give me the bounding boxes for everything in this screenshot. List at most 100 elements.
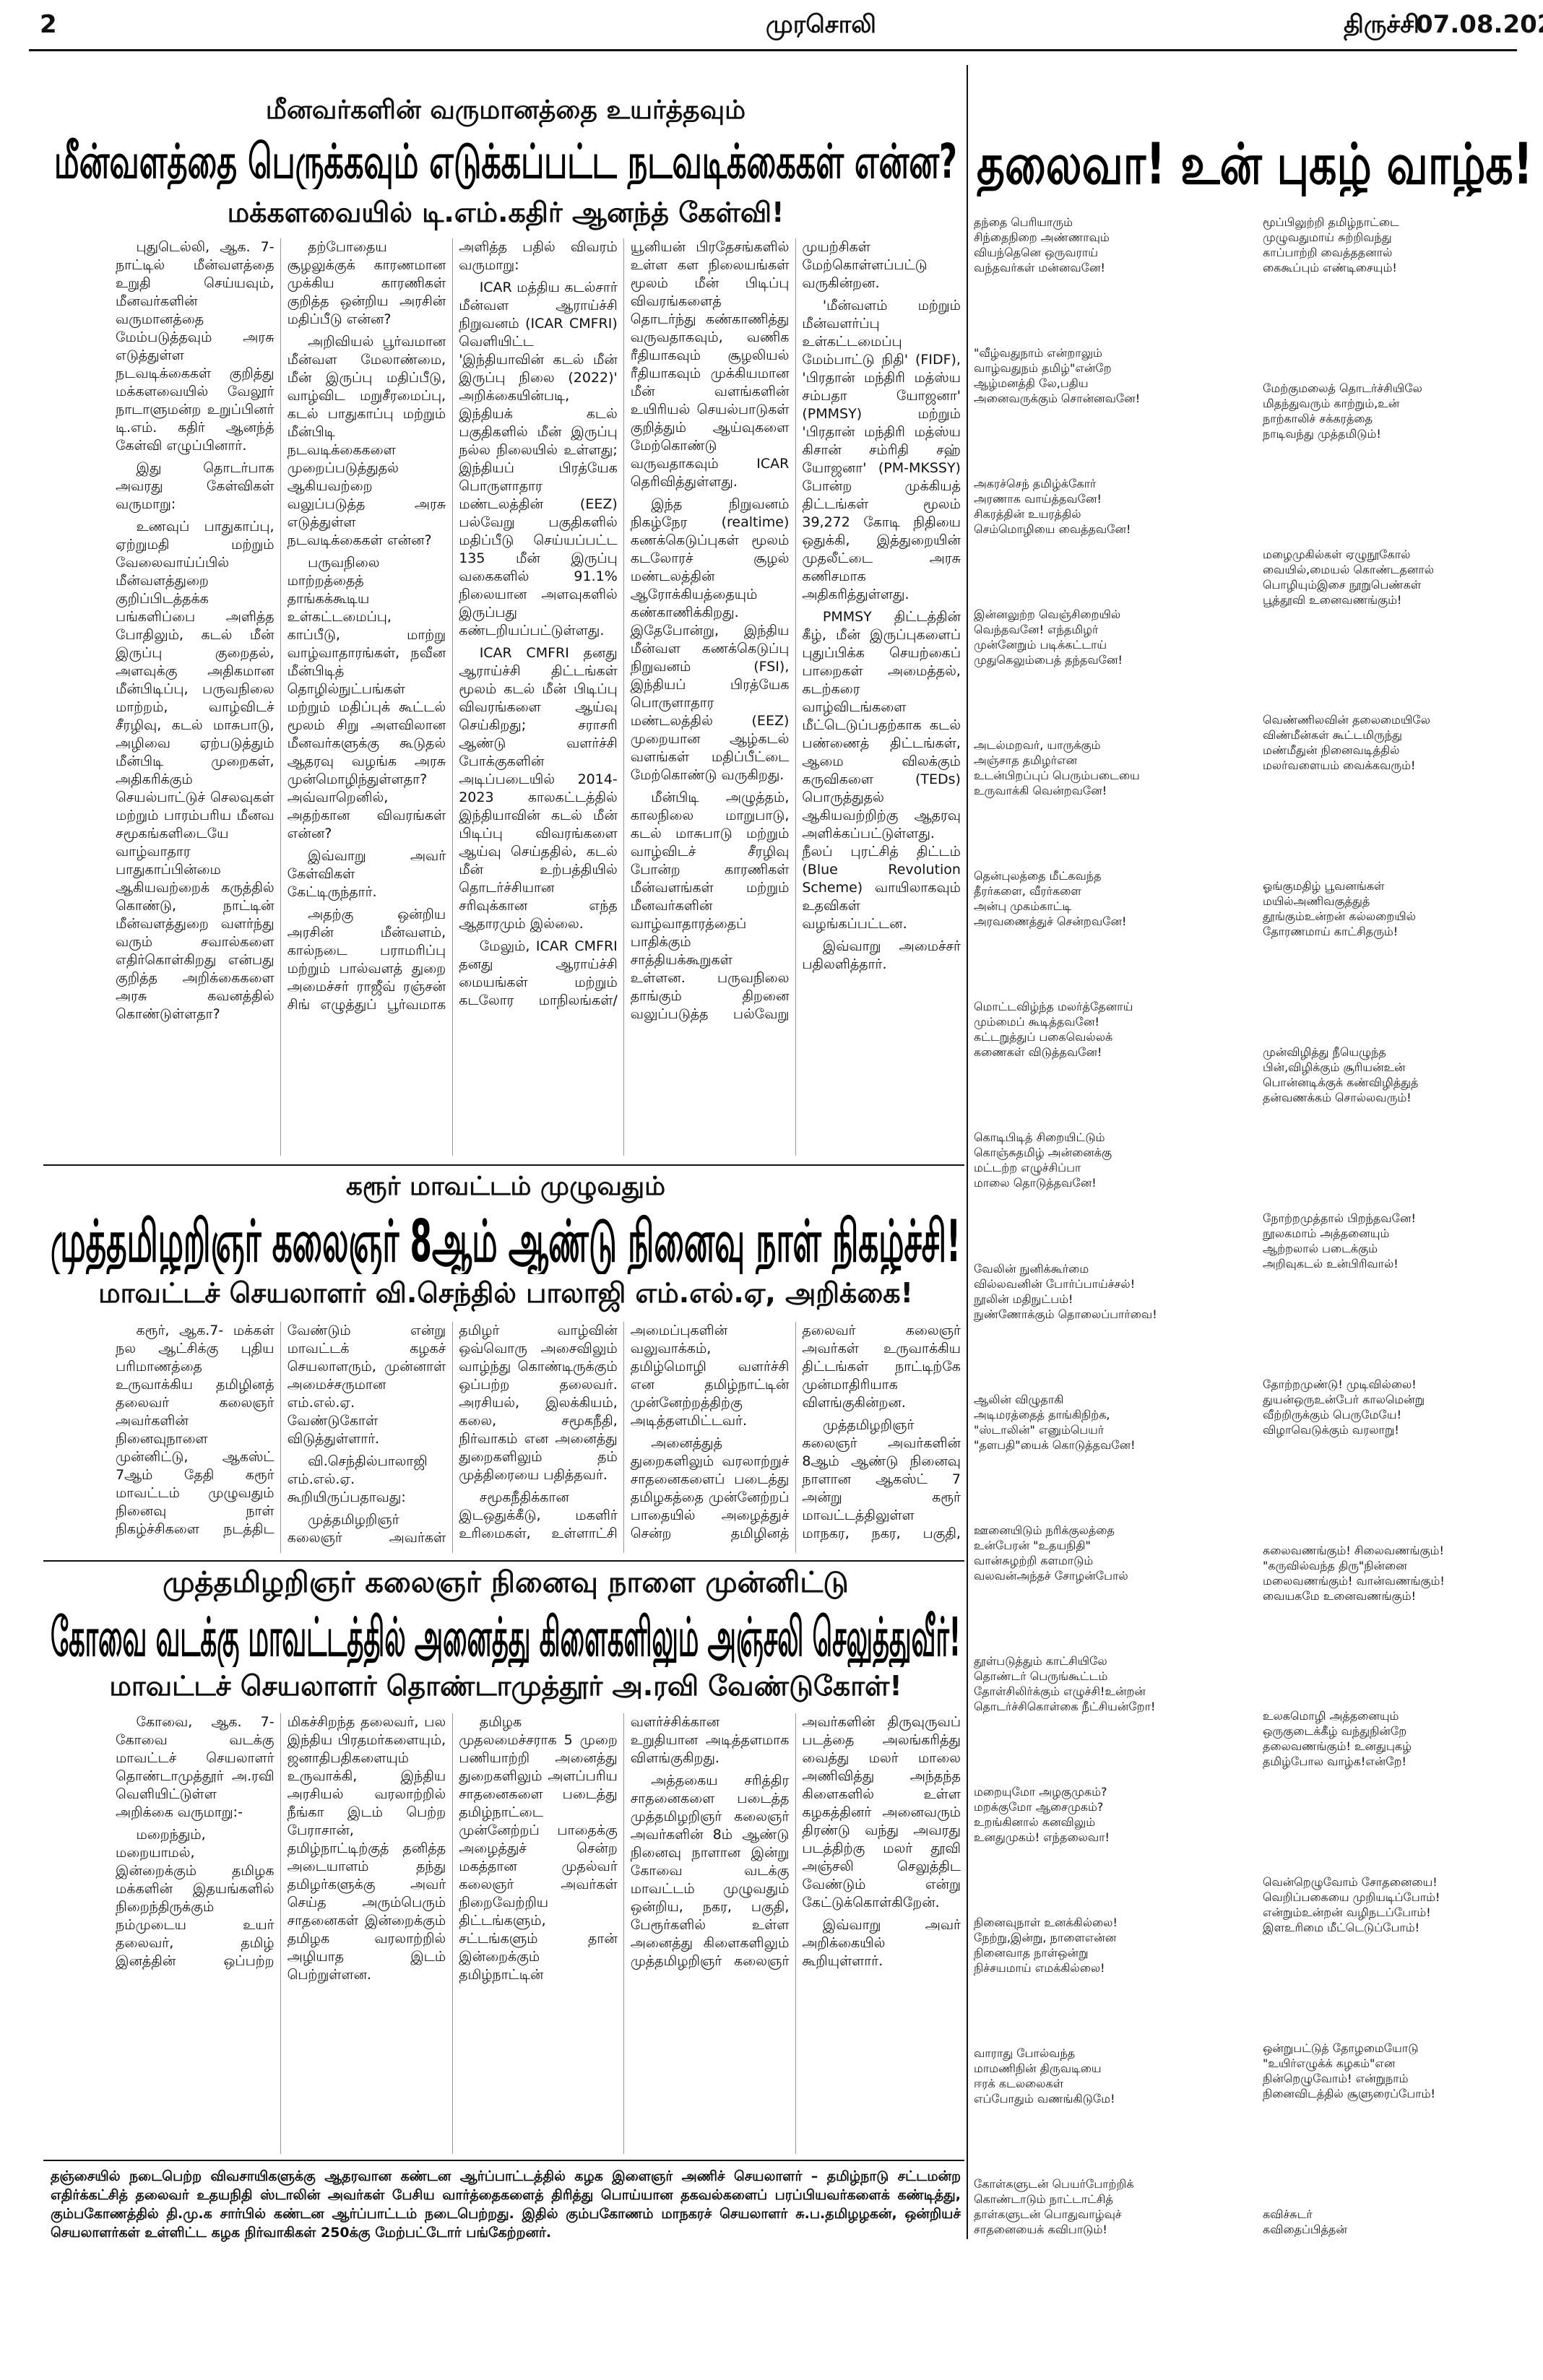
poem-line: கொண்டாடும் நாட்டாட்சித் [974, 2191, 1113, 2206]
poem-line: இன்னலுற்ற வெஞ்சிறையில் [974, 607, 1121, 622]
subhead: மாவட்டச் செயலாளர் வி.செந்தில் பாலாஜி எம்… [98, 1277, 913, 1309]
article-body: கரூர், ஆக.7- மக்கள் நல ஆட்சிக்கு புதிய ப… [116, 1322, 961, 1553]
poem-line: எப்போதும் வணங்கிடுமே! [974, 2091, 1115, 2106]
stanza: முன்விழித்து நீயெழுந்த பின்,விழிக்கும் சூ… [1263, 1045, 1541, 1106]
article-body: புதுடெல்லி, ஆக. 7- நாட்டில் மீன்வளத்தை உ… [116, 238, 961, 1156]
poem-line: தொடர்ச்சிகொள்கை நீட்சியன்றோ! [974, 1699, 1156, 1713]
poem-line: ஆழ்மனத்தி லே,பதிய [974, 376, 1089, 391]
paragraph: இந்த நிறுவனம் நிகழ்நேர (realtime) கணக்கெ… [630, 496, 790, 783]
paragraph: சமூகநீதிக்கான இடஒதுக்கீடு, மகளிர் உரிமைக… [459, 1323, 790, 1541]
author-line: கவிச்சுடர் [1263, 2207, 1313, 2221]
headline: மீன்வளத்தை பெருக்கவும் எடுக்கப்பட்ட நடவட… [54, 134, 957, 189]
poem-line: வாழ்வதுநம் தமிழ்"என்றே [974, 361, 1112, 376]
stanza: மறையுமோ அழகுமுகம்? மறக்குமோ ஆசைமுகம்? உறங்… [974, 1785, 1252, 1845]
poem-line: கோள்களுடன் பெயர்போற்றிக் [974, 2176, 1134, 2191]
paragraph: முத்தமிழறிஞர் கலைஞர் அவர்கள் தமிழர் வாழ்… [287, 1323, 618, 1546]
stanza: அடல்மறவர், யாருக்கும் அஞ்சாத தமிழர்என உடன்… [974, 738, 1252, 799]
paragraph: முத்தமிழறிஞர் கலைஞர் அவர்களின் 8ஆம் ஆண்ட… [802, 1417, 961, 1541]
kicker: முத்தமிழறிஞர் கலைஞர் நினைவு நாளை முன்னிட… [163, 1566, 849, 1599]
poem-line: நினைவுநாள் உனக்கில்லை! [974, 1915, 1118, 1929]
poem-line: மும்மைப் கூடித்தவனே! [974, 1015, 1099, 1029]
poem-line: உனதுமுகம்! எந்தலைவா! [974, 1830, 1110, 1844]
poem-line: அகரச்செந் தமிழ்க்கோர் [974, 477, 1097, 491]
paragraph: ICAR மத்திய கடல்சார் மீன்வள ஆராய்ச்சி நி… [459, 280, 618, 639]
poem-line: துயன்ஒருஉன்பேர் காலமென்று [1263, 1392, 1425, 1406]
poem-line: சாதனையைக் கவிபாடும்! [974, 2222, 1107, 2236]
stanza: தூள்படுத்தும் காட்சியிலே தொண்டர் பெருங்கூ… [974, 1654, 1252, 1715]
paragraph: ICAR CMFRI தனது ஆராய்ச்சி திட்டங்கள் மூல… [459, 645, 618, 932]
article-body: கோவை, ஆக. 7- கோவை வடக்கு மாவட்டச் செயலாள… [116, 1713, 961, 2154]
stanza: தோற்றமுண்டு! முடிவில்லை! துயன்ஒருஉன்பேர் … [1263, 1377, 1541, 1438]
section-rule [43, 1164, 964, 1166]
poem-line: கொடிபிடித் சிறையிட்டும் [974, 1130, 1105, 1145]
paragraph: தமிழக முதலமைச்சராக 5 முறை பணியாற்றி அனைத… [459, 1714, 790, 1983]
poem-line: கலைவணங்கும்! சிலைவணங்கும்! [1263, 1543, 1444, 1557]
subhead: மாவட்டச் செயலாளர் தொண்டாமுத்தூர் அ.ரவி வ… [109, 1670, 902, 1702]
paper-name: முரசொலி [766, 10, 876, 39]
poem-line: முதுகெலும்பைத் தந்தவனே! [974, 653, 1123, 667]
poem-line: மிதந்துவரும் காற்றும்,உன் [1263, 396, 1400, 410]
paragraph: உணவுப் பாதுகாப்பு, ஏற்றுமதி மற்றும் வேலை… [116, 519, 275, 1022]
poem-line: நின்றெழுவோம்! என்றுநாம் [1263, 2072, 1409, 2086]
stanza: மொட்டவிழ்ந்த மலர்த்தேனாய் மும்மைப் கூடித்… [974, 1000, 1252, 1060]
poem-line: அடிமரத்தைத் தாங்கிநிற்க, [974, 1407, 1110, 1421]
poem-line: நிச்சயமாய் எமக்கில்லை! [974, 1960, 1105, 1975]
poem-line: மாலை தொடுத்தவனே! [974, 1176, 1097, 1190]
poem-line: மூப்பிலுற்றி தமிழ்நாட்டை [1263, 215, 1399, 229]
poem-line: வெண்ணிலவின் தலைமையிலே [1263, 713, 1430, 727]
poem-line: வலவன்அந்தச் சோழன்போல் [974, 1568, 1128, 1583]
headline-text: கோவை வடக்கு மாவட்டத்தில் அனைத்து கிளைகளி… [51, 1606, 961, 1667]
paragraph: மேலும், ICAR CMFRI தனது ஆராய்ச்சி மையங்க… [459, 239, 790, 1008]
photo-caption: தஞ்சையில் நடைபெற்ற விவசாயிகளுக்கு ஆதரவான… [51, 2168, 961, 2241]
stanza: மழைமுகில்கள் ஏழுநூகோல் வையில்,மையல் கொண்ட… [1263, 548, 1541, 608]
stanza: அகரச்செந் தமிழ்க்கோர் அரணாக வாய்த்தவனே! சி… [974, 477, 1252, 537]
poem-line: ஆற்றலால் படைக்கும் [1263, 1241, 1378, 1255]
poem-line: அரவணைத்துச் சென்றவனே! [974, 914, 1127, 929]
stanza: தந்தை பெரியாரும் சிந்தைநிறை அண்ணாவும் வியந… [974, 215, 1252, 276]
poem-line: உன்பேரன் "உதயநிதி" [974, 1538, 1091, 1552]
poem-line: மலைவணங்கும்! வான்வணங்கும்! [1263, 1573, 1445, 1588]
poem-line: ஒன்றுபட்டுத் தோழமையோடு [1263, 2041, 1419, 2056]
stanza: "வீழ்வதுநாம் என்றாலும் வாழ்வதுநம் தமிழ்"எ… [974, 346, 1252, 407]
poem-line: உறங்கினால் கனவிலும் [974, 1814, 1096, 1829]
poem-line: "தளபதி"யைக் கொடுத்தவனே! [974, 1437, 1136, 1452]
poem-line: மேற்குமலைத் தொடர்ச்சியிலே [1263, 381, 1422, 395]
stanza: வெண்ணிலவின் தலைமையிலே விண்மீன்கள் கூட்டமி… [1263, 713, 1541, 774]
poem-line: மறையுமோ அழகுமுகம்? [974, 1784, 1107, 1799]
poem-line: காப்பாற்றி வைத்ததனால் [1263, 246, 1393, 259]
kicker: கரூர் மாவட்டம் முழுவதும் [345, 1172, 666, 1201]
poem-line: தலைவணங்கும்! உனதுபுகழ் [1263, 1739, 1412, 1754]
paragraph: அத்தகைய சரித்திர சாதனைகளை படைத்த முத்தமி… [630, 1714, 961, 1969]
poem-line: மலர்வளையம் வைக்கவரும்! [1263, 758, 1416, 773]
paragraph: பருவநிலை மாற்றத்தைத் தாங்கக்கூடிய உள்கட்… [287, 555, 446, 841]
poem-line: தோரணமாய் காட்சிதரும்! [1263, 925, 1399, 939]
paragraph: PMMSY திட்டத்தின் கீழ், மீன் இருப்புகளைப… [802, 609, 961, 932]
paragraph: வி.செந்தில்பாலாஜி எம்.எல்.ஏ. கூறியிருப்ப… [287, 1453, 428, 1505]
poem-line: பின்,விழிக்கும் சூரியன்உன் [1263, 1060, 1406, 1075]
poem-line: வேலின் நுனிக்கூர்மை [974, 1261, 1089, 1276]
stanza: வாராது போல்வந்த மாமணிநின் திருவடியை ஈரக் க… [974, 2046, 1252, 2107]
paragraph: கரூர், ஆக.7- மக்கள் நல ஆட்சிக்கு புதிய ப… [116, 1323, 446, 1537]
poem-line: நூலகமாம் அத்தனையும் [1263, 1226, 1390, 1240]
page-number: 2 [40, 10, 57, 39]
poem-line: வான்சுழற்றி களமாடும் [974, 1553, 1094, 1567]
stanza: கலைவணங்கும்! சிலைவணங்கும்! "கருவில்வந்த த… [1263, 1544, 1541, 1604]
poem-line: நோற்றமுத்தால் பிறந்தவனே! [1263, 1211, 1416, 1225]
poem-line: முன்விழித்து நீயெழுந்த [1263, 1045, 1386, 1060]
stanza: ஊனையிடும் நரிக்குலத்தை உன்பேரன் "உதயநிதி"… [974, 1523, 1252, 1584]
poem-line: "கருவில்வந்த திரு"நின்னை [1263, 1558, 1407, 1572]
paragraph: இவ்வாறு அவர் அறிக்கையில் கூறியுள்ளார். [802, 1917, 961, 1969]
date: 07.08.2026 [1416, 10, 1543, 39]
poem-line: வெறிப்பகையை முறியடிப்போம்! [1263, 1890, 1440, 1905]
stanza: வென்றெழுவோம் சோதனையை! வெறிப்பகையை முறியடி… [1263, 1875, 1541, 1936]
poem-line: அஞ்சாத தமிழர்என [974, 753, 1078, 768]
poem-line: மொட்டவிழ்ந்த மலர்த்தேனாய் [974, 1000, 1133, 1014]
poem-title-text: தலைவா! உன் புகழ் வாழ்க! [977, 132, 1533, 196]
poem-line: "ஸ்டாலின்" எனும்பெயர் [974, 1422, 1105, 1437]
poem-line: விழாவெடுக்கும் வரலாறு! [1263, 1422, 1399, 1437]
poem-line: தீரர்களை, வீரர்களை [974, 884, 1081, 899]
author: கவிச்சுடர் கவிதைப்பித்தன் [1263, 2207, 1541, 2238]
headline: கோவை வடக்கு மாவட்டத்தில் அனைத்து கிளைகளி… [51, 1606, 961, 1667]
poem-line: சிந்தைநிறை அண்ணாவும் [974, 230, 1110, 244]
poem-line: முன்னேறும் படிக்கட்டாய் [974, 638, 1107, 652]
